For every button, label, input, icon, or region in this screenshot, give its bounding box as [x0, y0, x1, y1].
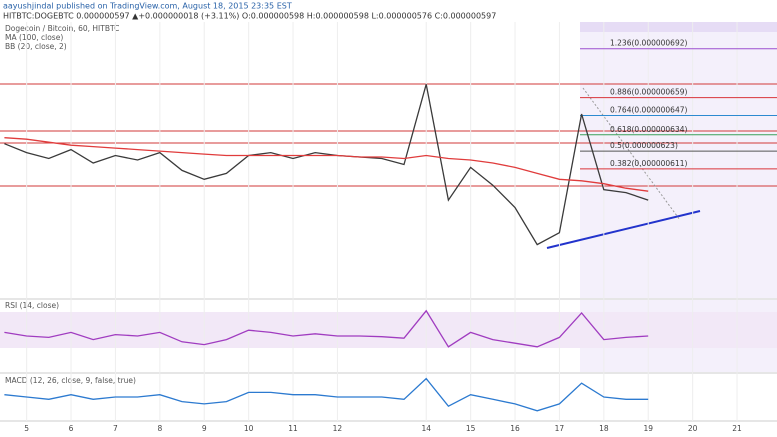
series-label: Dogecoin / Bitcoin, 60, HITBTC	[5, 24, 119, 33]
series-line	[4, 309, 649, 348]
fib-label: 1.236(0.000000692)	[610, 39, 687, 48]
series-line	[4, 137, 649, 192]
fib-zone-top	[580, 22, 777, 32]
x-tick-label: 5	[24, 424, 29, 433]
fib-diagonal	[582, 87, 681, 221]
x-tick-label: 11	[288, 424, 298, 433]
trend-line	[546, 210, 701, 249]
quote: HITBTC:DOGEBTC 0.000000597 ▲+0.000000018…	[3, 12, 496, 21]
x-tick-label: 20	[688, 424, 698, 433]
rsi-band	[0, 312, 777, 348]
x-tick-label: 14	[421, 424, 431, 433]
x-tick-label: 12	[333, 424, 343, 433]
x-tick-label: 9	[202, 424, 207, 433]
x-tick-label: 8	[157, 424, 162, 433]
ma-label: MA (100, close)	[5, 33, 63, 42]
x-tick-label: 16	[510, 424, 520, 433]
series-line	[4, 84, 649, 246]
fib-zone	[580, 22, 777, 298]
fib-label: 0.618(0.000000634)	[610, 125, 687, 134]
publisher: aayushjindal published on TradingView.co…	[3, 2, 292, 11]
macd-label: MACD (12, 26, close, 9, false, true)	[5, 376, 136, 385]
x-tick-label: 17	[555, 424, 565, 433]
bb-label: BB (20, close, 2)	[5, 42, 67, 51]
x-tick-label: 6	[69, 424, 74, 433]
x-tick-label: 18	[599, 424, 609, 433]
series-line	[4, 377, 649, 412]
x-tick-label: 19	[643, 424, 653, 433]
fib-label: 0.886(0.000000659)	[610, 88, 687, 97]
fib-label: 0.382(0.000000611)	[610, 159, 687, 168]
x-tick-label: 7	[113, 424, 118, 433]
fib-label: 0.5(0.000000623)	[610, 141, 678, 150]
x-tick-label: 21	[732, 424, 742, 433]
x-tick-label: 10	[244, 424, 254, 433]
support-resistance	[0, 83, 777, 187]
fib-label: 0.764(0.000000647)	[610, 105, 687, 114]
rsi-label: RSI (14, close)	[5, 301, 59, 310]
x-tick-label: 15	[466, 424, 476, 433]
